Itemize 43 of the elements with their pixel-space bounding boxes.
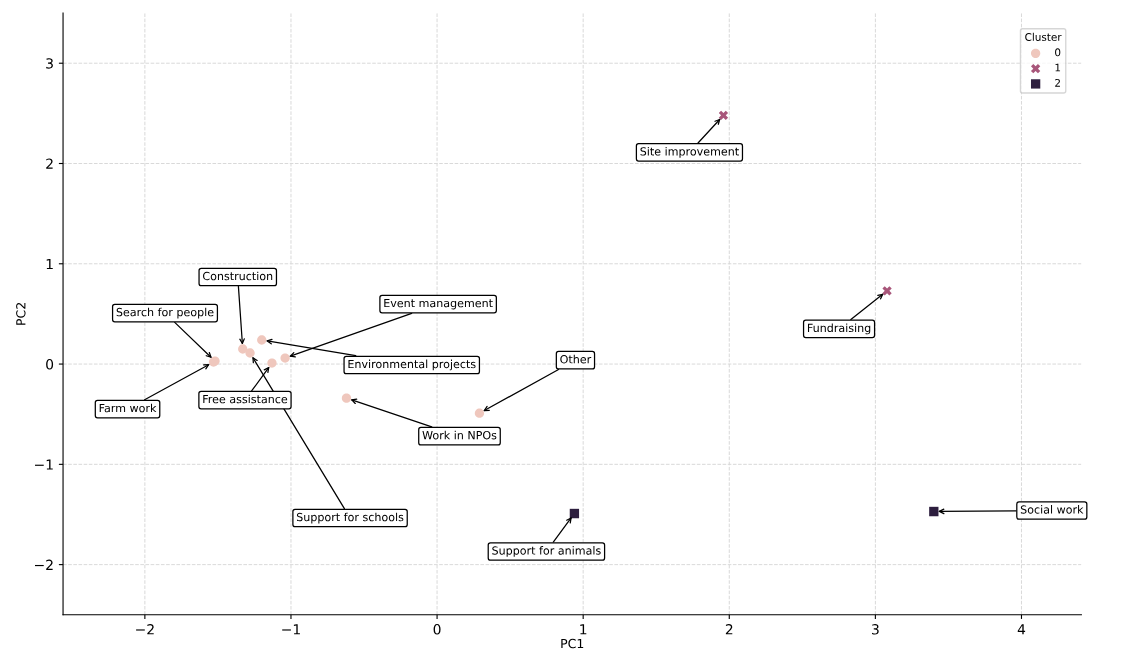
x-tick-label: −1 (282, 624, 300, 635)
annotation: Event management (384, 299, 493, 310)
y-tick-label: 0 (46, 359, 54, 370)
point (238, 344, 248, 354)
annotation: Social work (1020, 505, 1084, 514)
y-tick-label: −1 (35, 459, 53, 470)
point (267, 358, 277, 368)
point (929, 506, 939, 517)
point (569, 508, 580, 519)
annotation: Farm work (99, 403, 157, 413)
annotation: Other (560, 354, 592, 364)
annotation: Fundraising (807, 323, 871, 335)
y-tick-label: −2 (35, 559, 53, 570)
point (718, 110, 729, 121)
legend-label: 0 (1055, 48, 1061, 57)
annotation: Work in NPOs (422, 430, 497, 440)
y-tick-label: 3 (46, 58, 53, 69)
annotation: Support for schools (296, 512, 404, 524)
legend-label: 1 (1055, 63, 1061, 72)
legend-label: 2 (1055, 78, 1060, 87)
annotation: Construction (203, 271, 273, 281)
annotation: Support for animals (492, 546, 601, 557)
x-tick-label: 2 (725, 624, 733, 635)
x-tick-label: −2 (136, 624, 154, 635)
y-tick-label: 2 (46, 158, 53, 169)
annotation: Site improvement (640, 146, 739, 158)
point (341, 393, 352, 403)
point (245, 348, 255, 358)
point (257, 335, 267, 345)
annotation: Search for people (116, 307, 214, 319)
x-tick-label: 4 (1017, 624, 1026, 635)
point (280, 353, 290, 363)
y-axis-title: PC2 (16, 303, 26, 325)
y-tick-label: 1 (46, 258, 53, 270)
point (882, 286, 892, 296)
x-tick-label: 1 (580, 624, 587, 635)
point (474, 408, 485, 418)
legend-title: Cluster (1025, 32, 1062, 41)
x-axis-title: PC1 (561, 638, 584, 649)
x-tick-label: 3 (872, 624, 879, 635)
annotation: Environmental projects (348, 359, 476, 371)
annotation: Free assistance (203, 394, 288, 404)
x-tick-label: 0 (433, 624, 441, 635)
